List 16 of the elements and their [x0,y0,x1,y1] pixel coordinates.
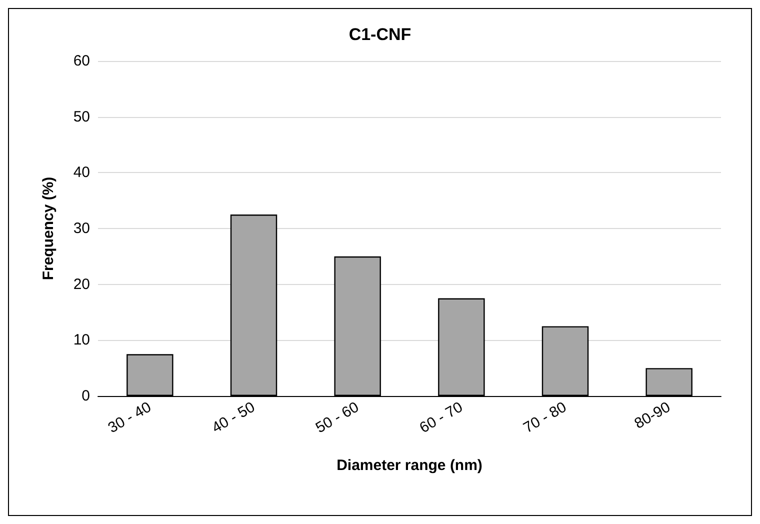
y-tick-label: 20 [73,276,90,293]
chart-title: C1-CNF [348,25,412,44]
x-tick-label: 30 - 40 [105,398,154,437]
x-tick-label: 80-90 [632,398,674,433]
y-axis-title: Frequency (%) [40,176,57,280]
x-tick-label: 60 - 70 [416,398,466,437]
x-tick-label: 70 - 80 [520,398,570,437]
y-tick-label: 50 [73,108,90,126]
y-tick-label: 40 [73,164,90,182]
x-tick-label: 40 - 50 [209,398,258,437]
x-axis-title: Diameter range (nm) [336,457,482,474]
x-tick-label: 50 - 60 [312,398,362,437]
y-tick-label: 0 [82,388,90,404]
y-tick-label: 30 [73,220,90,237]
y-tick-label: 10 [73,332,90,349]
y-tick-label: 60 [73,52,90,70]
